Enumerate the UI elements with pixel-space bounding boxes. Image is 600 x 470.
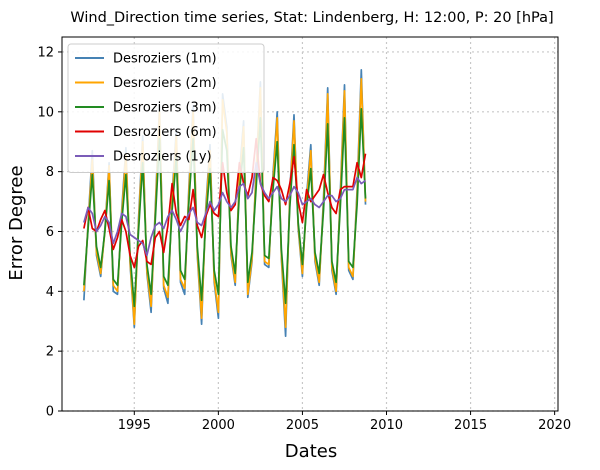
y-tick-label: 10 [37,105,54,120]
x-tick-label: 2000 [202,418,235,433]
legend-box [67,43,265,173]
x-axis-label: Dates [285,441,337,462]
plot-frame [61,36,559,412]
legend-label: Desroziers (3m) [113,101,217,116]
legend-label: Desroziers (2m) [113,76,217,91]
y-tick-label: 2 [46,345,54,360]
y-tick-label: 8 [46,165,54,180]
y-tick-label: 0 [46,405,54,420]
y-tick-label: 12 [37,45,54,60]
x-tick-label: 2010 [370,418,403,433]
legend: Desroziers (1m) Desroziers (2m) Desroziers… [67,43,265,173]
x-tick-label: 2005 [286,418,319,433]
series-line-desroziers-6m [83,137,367,269]
x-axis: 1995 2000 2005 2010 2015 2020 [118,411,571,433]
y-axis-label: Error Degree [6,165,27,280]
x-tick-label: 2015 [454,418,487,433]
grid [62,37,558,412]
legend-label: Desroziers (1y) [113,150,212,165]
legend-label: Desroziers (1m) [113,52,217,67]
chart-title: Wind_Direction time series, Stat: Linden… [70,10,553,26]
legend-label: Desroziers (6m) [113,125,217,140]
x-tick-label: 1995 [118,418,151,433]
y-axis: 0 2 4 6 8 10 12 [37,45,62,420]
x-tick-label: 2020 [538,418,571,433]
series-line-desroziers-1y [83,161,366,257]
y-tick-label: 4 [46,285,54,300]
y-tick-label: 6 [46,225,54,240]
